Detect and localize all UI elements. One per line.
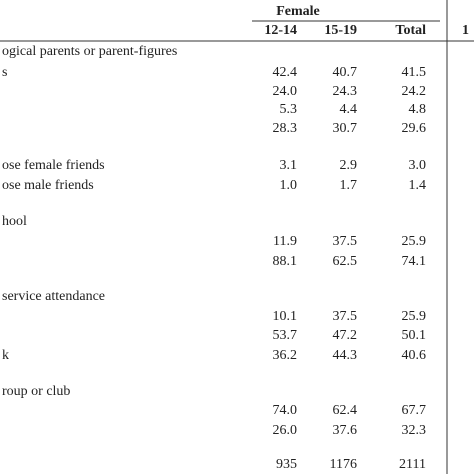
cell: 40.6 bbox=[402, 348, 427, 363]
cell: 62.4 bbox=[333, 403, 358, 418]
row-label: k bbox=[2, 348, 9, 363]
cell: 3.1 bbox=[280, 158, 298, 173]
cell: 1.0 bbox=[280, 178, 298, 193]
row-label: hool bbox=[2, 214, 27, 229]
cell: 32.3 bbox=[402, 423, 427, 438]
cell: 4.4 bbox=[340, 102, 358, 117]
column-header: 12-14 bbox=[264, 23, 297, 38]
cell: 30.7 bbox=[333, 121, 358, 136]
cell: 74.1 bbox=[402, 254, 427, 269]
cell: 1.7 bbox=[340, 178, 358, 193]
cell: 37.5 bbox=[333, 309, 358, 324]
cell: 37.6 bbox=[333, 423, 358, 438]
row-label: service attendance bbox=[2, 289, 105, 304]
row-label: ose female friends bbox=[2, 158, 105, 173]
cell: 28.3 bbox=[273, 121, 298, 136]
row-label: s bbox=[2, 65, 7, 80]
cell: 67.7 bbox=[402, 403, 427, 418]
cell: 10.1 bbox=[273, 309, 298, 324]
cell: 50.1 bbox=[402, 328, 427, 343]
column-header: 15-19 bbox=[324, 23, 357, 38]
cell: 26.0 bbox=[273, 423, 298, 438]
cell: 53.7 bbox=[273, 328, 298, 343]
row-label: ose male friends bbox=[2, 178, 94, 193]
cell: 40.7 bbox=[333, 65, 358, 80]
cell: 5.3 bbox=[280, 102, 298, 117]
cell: 44.3 bbox=[333, 348, 358, 363]
cell: 4.8 bbox=[409, 102, 427, 117]
cell: 24.0 bbox=[273, 84, 298, 99]
cell: 24.2 bbox=[402, 84, 427, 99]
column-header: Total bbox=[395, 23, 426, 38]
cell: 935 bbox=[276, 457, 297, 472]
cell: 74.0 bbox=[273, 403, 298, 418]
cell: 36.2 bbox=[273, 348, 298, 363]
cell: 88.1 bbox=[273, 254, 298, 269]
row-label: ogical parents or parent-figures bbox=[2, 44, 177, 59]
cell: 47.2 bbox=[333, 328, 358, 343]
group-header: Female bbox=[276, 4, 320, 19]
cell: 42.4 bbox=[273, 65, 298, 80]
column-header: 1 bbox=[462, 23, 469, 38]
cell: 41.5 bbox=[402, 65, 427, 80]
cell: 2.9 bbox=[340, 158, 358, 173]
row-label: roup or club bbox=[2, 384, 70, 399]
cell: 37.5 bbox=[333, 234, 358, 249]
cell: 3.0 bbox=[409, 158, 427, 173]
cell: 2111 bbox=[399, 457, 426, 472]
cell: 25.9 bbox=[402, 309, 427, 324]
cell: 1.4 bbox=[409, 178, 427, 193]
cell: 1176 bbox=[330, 457, 357, 472]
cell: 25.9 bbox=[402, 234, 427, 249]
cell: 24.3 bbox=[333, 84, 358, 99]
cell: 29.6 bbox=[402, 121, 427, 136]
cell: 11.9 bbox=[273, 234, 297, 249]
cell: 62.5 bbox=[333, 254, 358, 269]
